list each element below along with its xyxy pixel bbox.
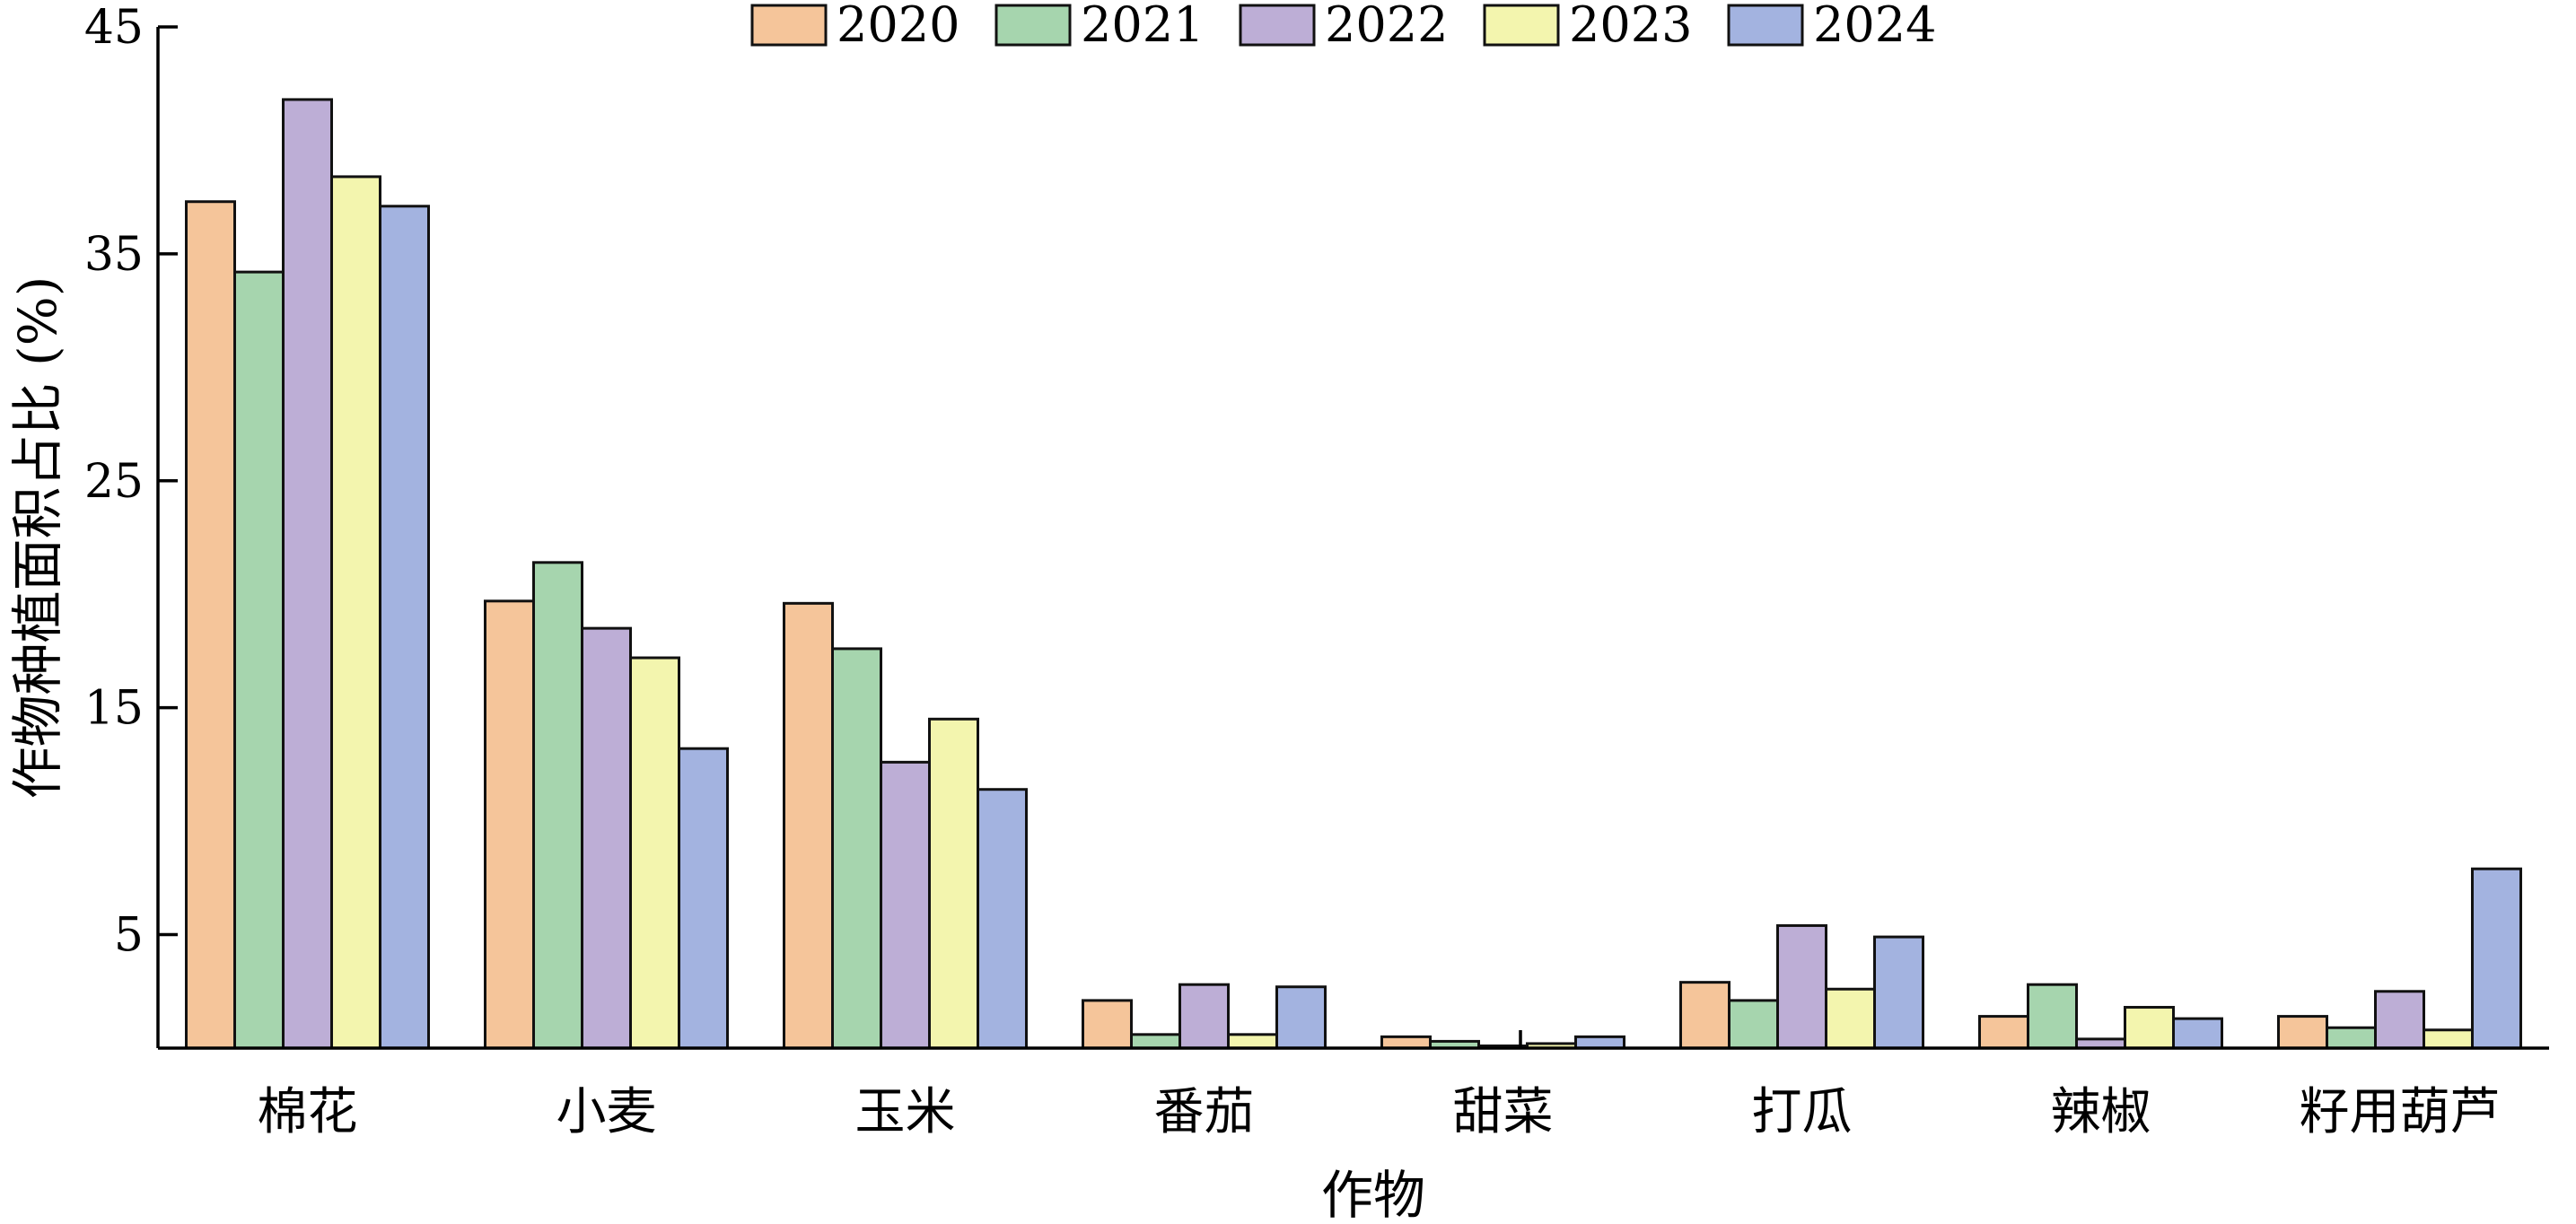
- x-tick-labels: 棉花 小麦 玉米 番茄 甜菜 打瓜 辣椒 籽用葫芦: [258, 1083, 2501, 1141]
- bar-2021-打瓜: [1728, 999, 1779, 1050]
- x-tick-label: 小麦: [556, 1083, 657, 1141]
- bar-2020-甜菜: [1380, 1035, 1432, 1050]
- bar-2023-籽用葫芦: [2423, 1028, 2474, 1050]
- y-tick-label: 35: [84, 228, 144, 282]
- bar-2020-打瓜: [1679, 981, 1730, 1050]
- legend-swatch-2023: [1483, 4, 1560, 47]
- y-tick-label: 25: [84, 455, 144, 509]
- x-tick-label: 辣椒: [2051, 1083, 2151, 1141]
- axes: [156, 27, 2549, 1050]
- x-tick-label: 甜菜: [1453, 1083, 1554, 1141]
- bar-2020-辣椒: [1978, 1015, 2029, 1050]
- bar-2022-番茄: [1178, 983, 1230, 1050]
- bar-2024-打瓜: [1873, 935, 1924, 1050]
- bar-2020-棉花: [185, 200, 236, 1050]
- legend-swatch-2024: [1727, 4, 1804, 47]
- bar-2022-打瓜: [1776, 923, 1827, 1050]
- bar-2023-棉花: [330, 175, 381, 1050]
- bar-2021-籽用葫芦: [2326, 1026, 2377, 1050]
- bar-2023-小麦: [629, 656, 680, 1050]
- x-tick-label: 番茄: [1154, 1083, 1255, 1141]
- bar-2023-辣椒: [2124, 1005, 2175, 1050]
- bar-2022-籽用葫芦: [2374, 990, 2425, 1050]
- legend-swatch-2021: [994, 4, 1072, 47]
- bar-2021-玉米: [831, 647, 882, 1050]
- bar-2020-籽用葫芦: [2277, 1015, 2328, 1050]
- legend-swatch-2022: [1239, 4, 1316, 47]
- y-axis-title: 作物种植面积占比 (%): [7, 276, 68, 800]
- bar-2024-籽用葫芦: [2471, 867, 2522, 1050]
- legend-swatch-2020: [750, 4, 828, 47]
- bar-2024-玉米: [977, 788, 1028, 1050]
- bar-2020-番茄: [1082, 999, 1133, 1050]
- bar-2022-玉米: [880, 760, 931, 1050]
- y-tick-label: 5: [114, 909, 144, 963]
- legend: 2020 2021 2022 2023 2024: [750, 0, 1936, 53]
- legend-label: 2020: [837, 0, 959, 53]
- x-axis-title: 作物: [1321, 1165, 1425, 1224]
- x-tick-label: 籽用葫芦: [2300, 1083, 2501, 1141]
- legend-label: 2022: [1325, 0, 1448, 53]
- legend-label: 2021: [1081, 0, 1204, 53]
- bar-2024-甜菜: [1574, 1035, 1625, 1050]
- bar-2024-棉花: [379, 205, 430, 1050]
- bar-2022-小麦: [581, 626, 632, 1050]
- bar-2020-玉米: [783, 601, 834, 1050]
- bar-2024-辣椒: [2172, 1017, 2223, 1050]
- legend-label: 2023: [1569, 0, 1692, 53]
- x-tick-label: 玉米: [855, 1083, 956, 1141]
- y-tick-label: 45: [84, 1, 144, 55]
- bar-2023-打瓜: [1825, 987, 1876, 1050]
- bar-2024-番茄: [1275, 985, 1327, 1050]
- bar-2020-小麦: [484, 599, 535, 1050]
- x-tick-label: 打瓜: [1752, 1083, 1853, 1141]
- bar-2023-玉米: [928, 717, 979, 1050]
- legend-label: 2024: [1813, 0, 1936, 53]
- y-tick-label: 15: [84, 682, 144, 736]
- bar-2021-棉花: [233, 270, 285, 1050]
- bar-2024-小麦: [678, 747, 729, 1050]
- bar-2023-番茄: [1227, 1033, 1278, 1050]
- bar-2021-番茄: [1130, 1033, 1181, 1050]
- y-ticks: 5 15 25 35 45: [84, 1, 178, 963]
- bar-2022-棉花: [282, 98, 333, 1050]
- x-tick-label: 棉花: [258, 1083, 358, 1141]
- bar-2021-小麦: [532, 561, 583, 1050]
- bar-2021-辣椒: [2027, 983, 2078, 1050]
- bars: [185, 98, 2522, 1050]
